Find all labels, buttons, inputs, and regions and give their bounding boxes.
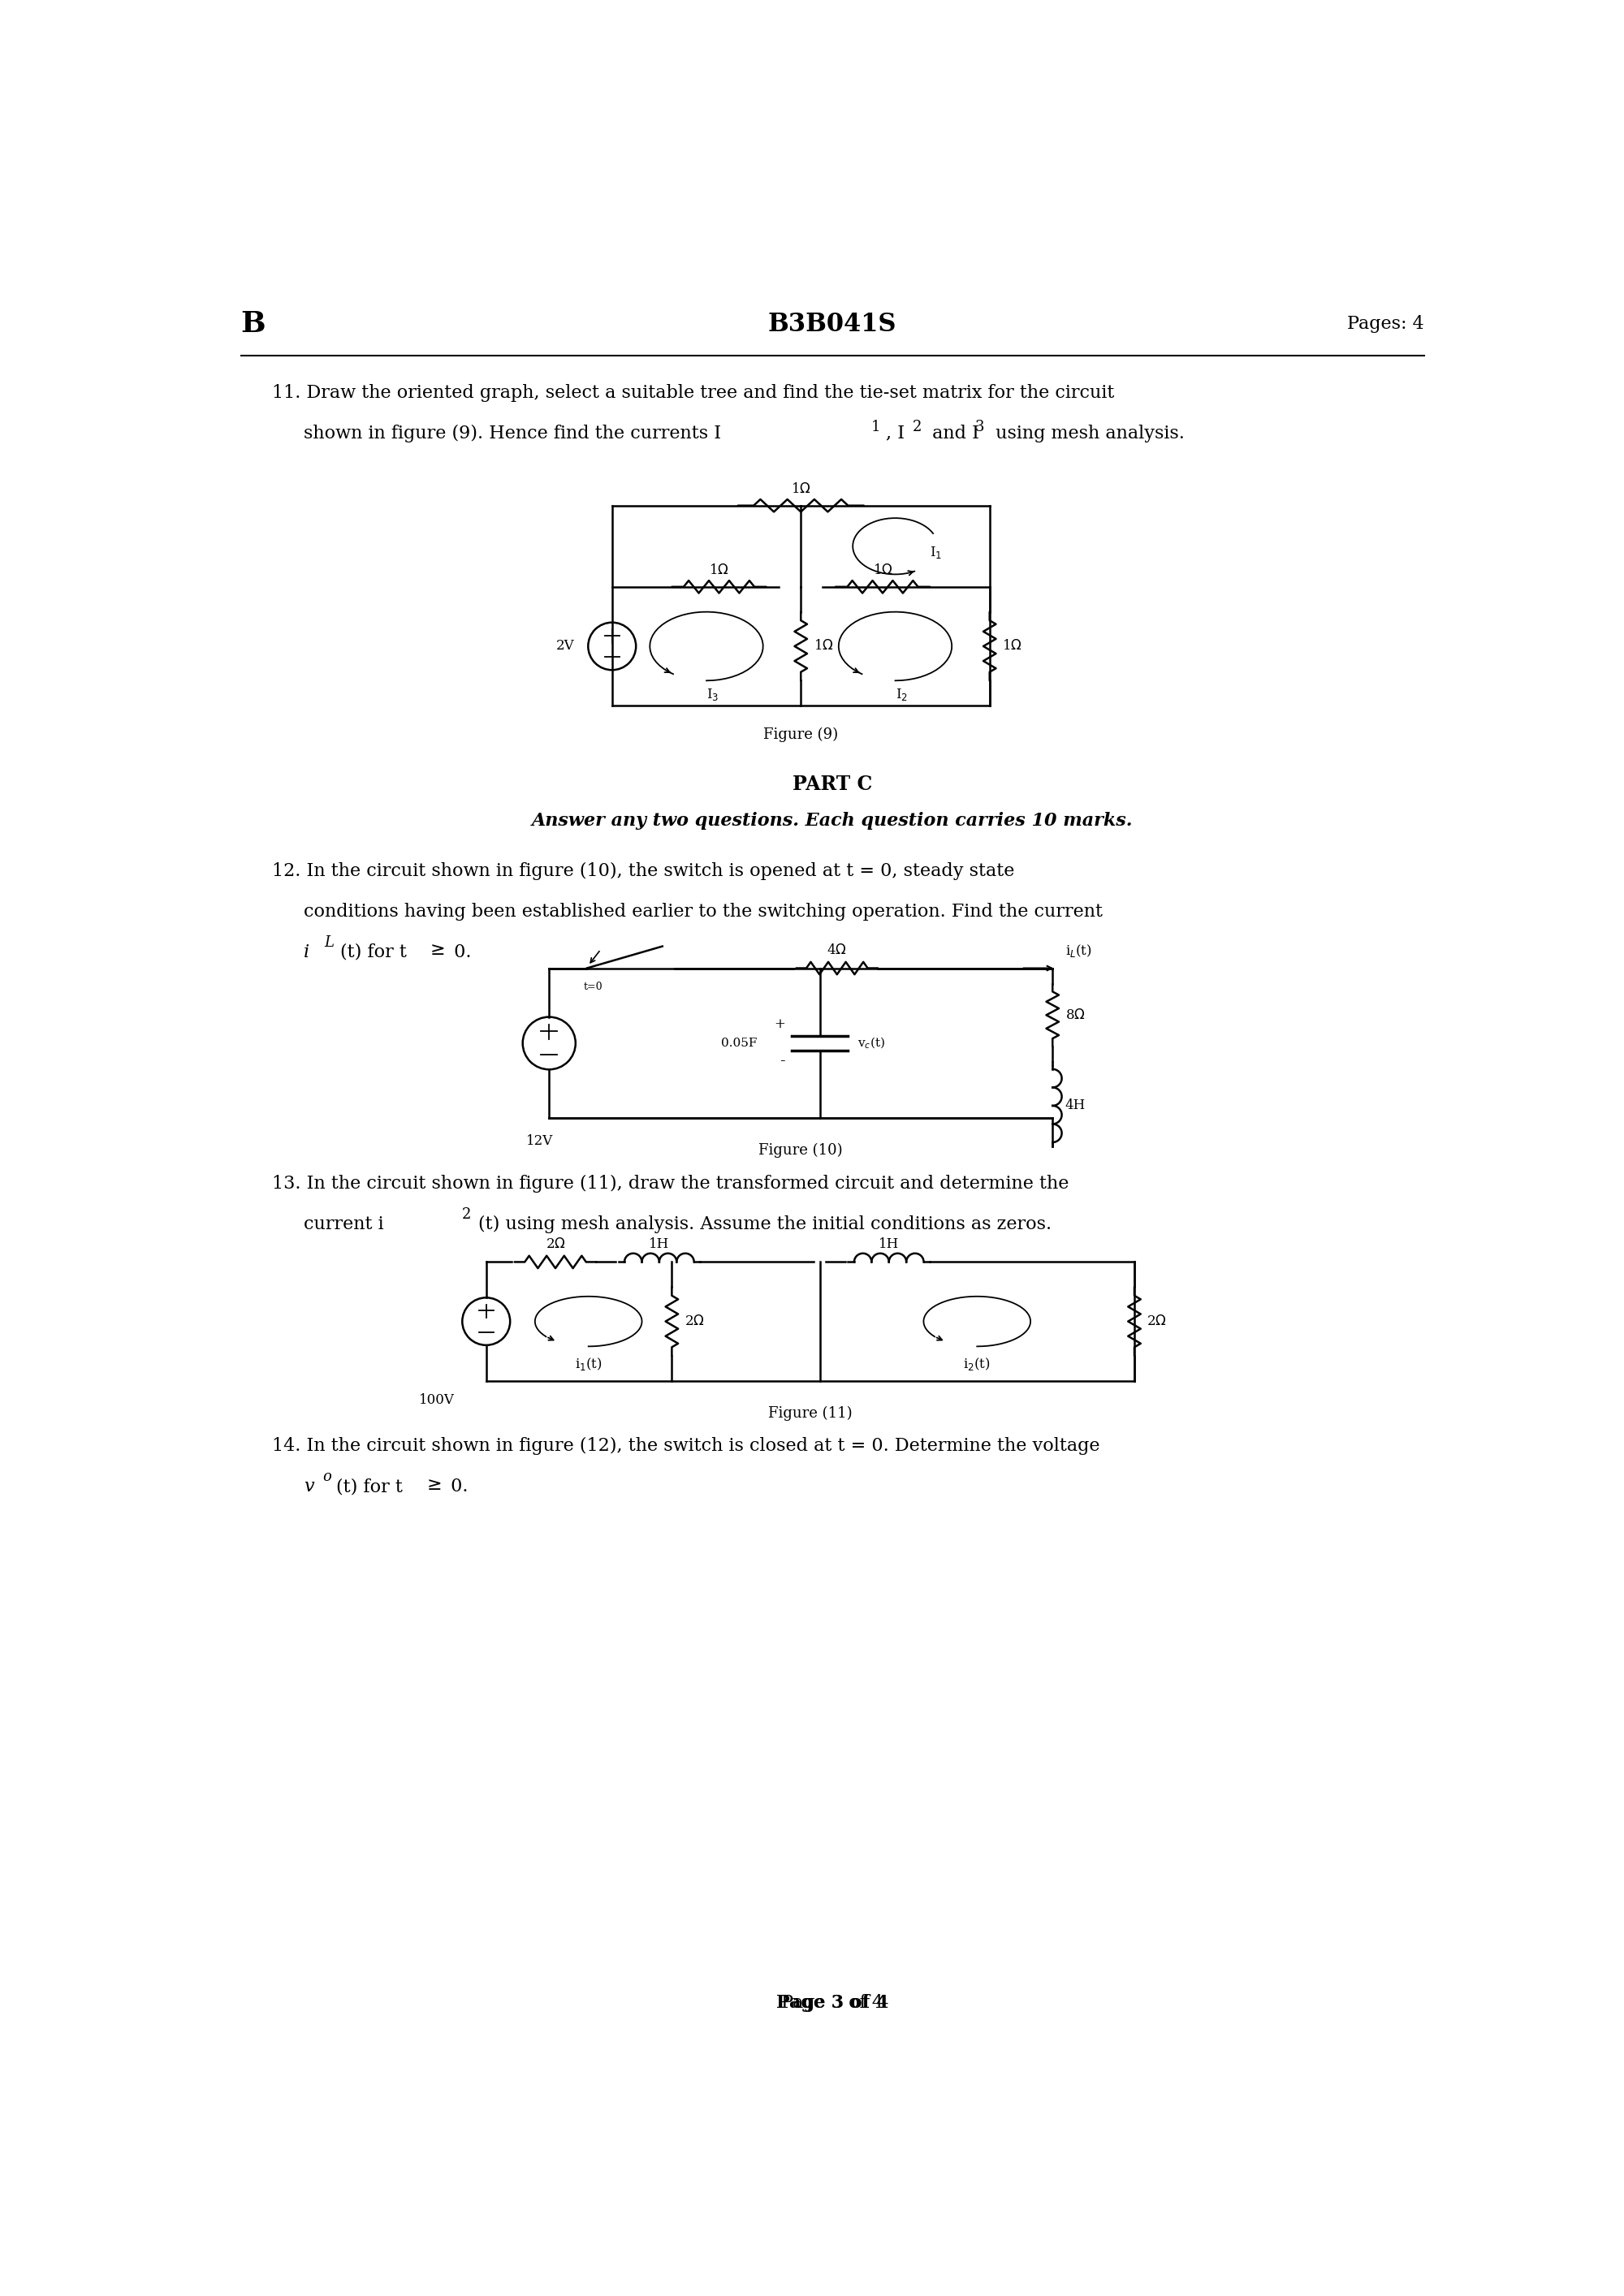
Text: t=0: t=0 — [583, 983, 603, 992]
Text: I$_3$: I$_3$ — [706, 687, 719, 703]
Text: 1$\Omega$: 1$\Omega$ — [872, 563, 893, 579]
Text: conditions having been established earlier to the switching operation. Find the : conditions having been established earli… — [304, 902, 1103, 921]
Text: (t) for t: (t) for t — [339, 944, 406, 962]
Text: 0.: 0. — [445, 1479, 468, 1495]
Text: 1$\Omega$: 1$\Omega$ — [1002, 638, 1021, 652]
Text: i$_1$(t): i$_1$(t) — [575, 1355, 603, 1373]
Text: 8$\Omega$: 8$\Omega$ — [1065, 1008, 1085, 1022]
Text: I$_1$: I$_1$ — [931, 544, 942, 560]
Text: 1H: 1H — [879, 1238, 900, 1251]
Text: Figure (9): Figure (9) — [763, 728, 838, 742]
Text: I$_2$: I$_2$ — [895, 687, 908, 703]
Text: 4H: 4H — [1065, 1100, 1085, 1114]
Text: o: o — [323, 1469, 331, 1483]
Text: +: + — [775, 1017, 784, 1031]
Text: 1$\Omega$: 1$\Omega$ — [791, 482, 810, 496]
Text: 1$\Omega$: 1$\Omega$ — [814, 638, 833, 652]
Text: 13. In the circuit shown in figure (11), draw the transformed circuit and determ: 13. In the circuit shown in figure (11),… — [273, 1176, 1069, 1192]
Text: 1$\Omega$: 1$\Omega$ — [710, 563, 729, 579]
Text: 14. In the circuit shown in figure (12), the switch is closed at t = 0. Determin: 14. In the circuit shown in figure (12),… — [273, 1437, 1099, 1456]
Text: Figure (10): Figure (10) — [758, 1143, 843, 1157]
Text: B3B041S: B3B041S — [768, 312, 896, 338]
Text: Figure (11): Figure (11) — [768, 1405, 853, 1421]
Text: 12. In the circuit shown in figure (10), the switch is opened at t = 0, steady s: 12. In the circuit shown in figure (10),… — [273, 861, 1015, 879]
Text: 12V: 12V — [526, 1134, 554, 1148]
Text: using mesh analysis.: using mesh analysis. — [989, 425, 1184, 443]
Text: 2$\Omega$: 2$\Omega$ — [546, 1238, 565, 1251]
Text: (t) using mesh analysis. Assume the initial conditions as zeros.: (t) using mesh analysis. Assume the init… — [479, 1215, 1052, 1233]
Text: i$_L$(t): i$_L$(t) — [1065, 944, 1091, 960]
Text: 2$\Omega$: 2$\Omega$ — [684, 1316, 705, 1329]
Text: $\geq$: $\geq$ — [424, 1476, 442, 1495]
Text: -: - — [780, 1054, 784, 1068]
Text: 4$\Omega$: 4$\Omega$ — [827, 944, 848, 957]
Text: (t) for t: (t) for t — [336, 1479, 403, 1495]
Text: 0.05F: 0.05F — [721, 1038, 757, 1049]
Text: Page 3 of 4: Page 3 of 4 — [781, 1995, 883, 2011]
Text: v$_c$(t): v$_c$(t) — [857, 1035, 885, 1052]
Text: i: i — [304, 944, 310, 962]
Text: current i: current i — [304, 1215, 383, 1233]
Text: 2: 2 — [463, 1208, 471, 1221]
Text: 1H: 1H — [650, 1238, 669, 1251]
Text: 2$\Omega$: 2$\Omega$ — [1147, 1316, 1168, 1329]
Text: shown in figure (9). Hence find the currents I: shown in figure (9). Hence find the curr… — [304, 425, 721, 443]
Text: and I: and I — [927, 425, 979, 443]
Text: Pages: 4: Pages: 4 — [1346, 315, 1424, 333]
Text: B: B — [240, 310, 266, 338]
Text: i$_2$(t): i$_2$(t) — [963, 1355, 991, 1373]
Text: Answer any two questions. Each question carries 10 marks.: Answer any two questions. Each question … — [531, 813, 1134, 829]
Text: $\geq$: $\geq$ — [427, 941, 445, 960]
Text: PART C: PART C — [793, 774, 872, 794]
Text: 1: 1 — [872, 420, 880, 434]
Text: , I: , I — [885, 425, 905, 443]
Text: 3: 3 — [974, 420, 984, 434]
Text: 2: 2 — [913, 420, 921, 434]
Text: 11. Draw the oriented graph, select a suitable tree and find the tie-set matrix : 11. Draw the oriented graph, select a su… — [273, 383, 1114, 402]
Text: L: L — [323, 934, 333, 951]
Text: 0.: 0. — [448, 944, 471, 962]
Text: v: v — [304, 1479, 313, 1495]
Text: Page 3 of 4: Page 3 of 4 — [776, 1995, 888, 2011]
Text: 100V: 100V — [419, 1394, 455, 1407]
Text: 2V: 2V — [555, 638, 575, 652]
